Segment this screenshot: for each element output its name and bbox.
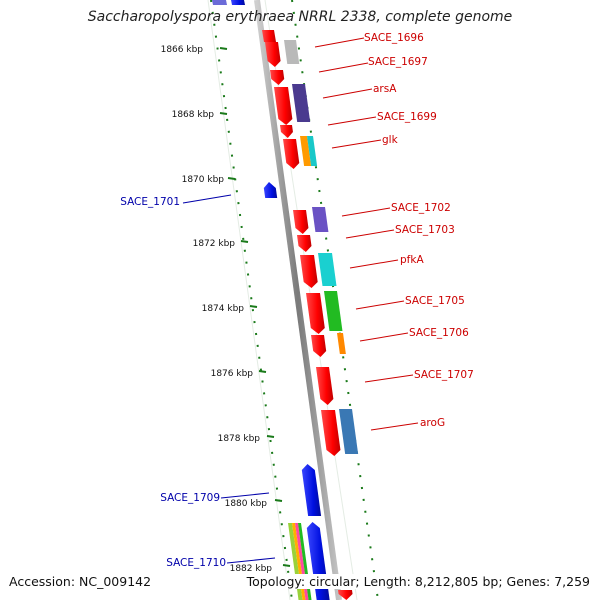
gene-arrow-sace-1701[interactable]: [263, 182, 278, 198]
gene-arrow-pfkA[interactable]: [300, 255, 318, 288]
gene-arrow-sace-1707[interactable]: [316, 367, 334, 405]
tick-1872: 1872 kbp: [193, 239, 249, 249]
gene-arrow-arsA[interactable]: [274, 87, 293, 125]
gene-labels-right: SACE_1696 SACE_1697 arsA SACE_1699 glk S…: [314, 32, 474, 431]
gene-label-sace-1707[interactable]: SACE_1707: [364, 369, 474, 383]
gene-arrow-glk[interactable]: [283, 139, 300, 169]
gene-label-sace-1699[interactable]: SACE_1699: [327, 111, 437, 126]
gene-arrow-aroG[interactable]: [321, 410, 341, 456]
tick-1878: 1878 kbp: [218, 434, 275, 444]
tick-label: 1870 kbp: [182, 175, 225, 185]
gene-label-text: pfkA: [400, 254, 424, 266]
gene-label-text: SACE_1696: [364, 32, 424, 44]
gene-label-sace-1709[interactable]: SACE_1709: [160, 492, 270, 504]
tick-label: 1876 kbp: [211, 369, 254, 379]
tick-label: 1880 kbp: [225, 499, 268, 509]
tick-1876: 1876 kbp: [211, 369, 267, 379]
gene-label-sace-1701[interactable]: SACE_1701: [120, 194, 232, 208]
gene-arrow-sace-1697[interactable]: [270, 70, 285, 85]
gene-arrow-sace-1696[interactable]: [265, 42, 281, 67]
gene-label-text: aroG: [420, 417, 445, 429]
gene-arrow-sace-1703[interactable]: [297, 235, 312, 252]
position-ticks: 1866 kbp 1868 kbp 1870 kbp 1872 kbp 1874…: [161, 45, 291, 574]
tick-label: 1882 kbp: [230, 564, 273, 574]
gene-arrow-sace-1702[interactable]: [293, 210, 309, 234]
tick-1866: 1866 kbp: [161, 45, 228, 55]
tick-1870: 1870 kbp: [182, 175, 236, 185]
gene-label-sace-1697[interactable]: SACE_1697: [318, 56, 428, 73]
gene-label-text: SACE_1702: [391, 202, 451, 214]
cog-block-glk-cyan[interactable]: [307, 136, 318, 166]
gene-labels-left: SACE_1701 SACE_1709 SACE_1710: [120, 194, 276, 569]
genome-backbone: [254, 0, 342, 600]
gene-label-text: arsA: [373, 83, 397, 95]
gene-arrow-sace-1706[interactable]: [311, 335, 327, 357]
cog-block-pfkA[interactable]: [318, 253, 337, 286]
gene-label-text: SACE_1701: [120, 196, 180, 208]
gene-label-sace-1710[interactable]: SACE_1710: [166, 557, 276, 569]
topology-text: Topology: circular; Length: 8,212,805 bp…: [246, 574, 590, 589]
cog-block-arsA[interactable]: [292, 84, 311, 122]
tick-label: 1868 kbp: [172, 110, 215, 120]
gene-label-arsA[interactable]: arsA: [322, 83, 397, 99]
gene-label-glk[interactable]: glk: [331, 134, 399, 149]
gene-label-sace-1705[interactable]: SACE_1705: [355, 295, 465, 310]
gene-label-text: SACE_1705: [405, 295, 465, 307]
top-partial-genes: [212, 0, 276, 42]
tick-dotted-right: [291, 0, 379, 600]
gene-label-text: SACE_1710: [166, 557, 226, 569]
cog-block-aroG[interactable]: [339, 409, 359, 454]
tick-label: 1874 kbp: [202, 304, 245, 314]
gene-label-aroG[interactable]: aroG: [370, 417, 445, 431]
gene-label-text: SACE_1703: [395, 224, 455, 236]
gene-label-pfkA[interactable]: pfkA: [349, 254, 424, 269]
cog-block-sace-1706[interactable]: [337, 333, 346, 354]
gene-label-sace-1703[interactable]: SACE_1703: [345, 224, 455, 239]
gene-arrow-sace-1699[interactable]: [280, 125, 293, 138]
gene-label-text: SACE_1706: [409, 327, 469, 339]
tick-label: 1878 kbp: [218, 434, 261, 444]
gene-label-text: SACE_1699: [377, 111, 437, 123]
cog-block-sace-1705[interactable]: [324, 291, 343, 331]
gene-label-text: SACE_1697: [368, 56, 428, 68]
accession-text: Accession: NC_009142: [9, 574, 152, 589]
tick-1874: 1874 kbp: [202, 304, 258, 314]
cog-block-sace-1702[interactable]: [312, 207, 329, 232]
gene-label-sace-1696[interactable]: SACE_1696: [314, 32, 424, 48]
tick-1880: 1880 kbp: [225, 499, 283, 509]
tick-label: 1872 kbp: [193, 239, 236, 249]
cog-block-sace-1696[interactable]: [284, 40, 300, 64]
tick-1868: 1868 kbp: [172, 110, 228, 120]
gene-arrow-bottom-partial[interactable]: [338, 590, 353, 600]
gene-arrow-sace-1705[interactable]: [306, 293, 325, 334]
tick-1882: 1882 kbp: [230, 564, 291, 574]
gene-label-text: glk: [382, 134, 399, 146]
gene-label-text: SACE_1707: [414, 369, 474, 381]
tick-label: 1866 kbp: [161, 45, 204, 55]
gene-label-text: SACE_1709: [160, 492, 220, 504]
genome-title: Saccharopolyspora erythraea NRRL 2338, c…: [87, 9, 513, 25]
gene-label-sace-1706[interactable]: SACE_1706: [359, 327, 469, 342]
gene-arrow-sace-1709[interactable]: [301, 464, 322, 516]
cog-block-glk-orange[interactable]: [300, 136, 312, 166]
gene-label-sace-1702[interactable]: SACE_1702: [341, 202, 451, 217]
